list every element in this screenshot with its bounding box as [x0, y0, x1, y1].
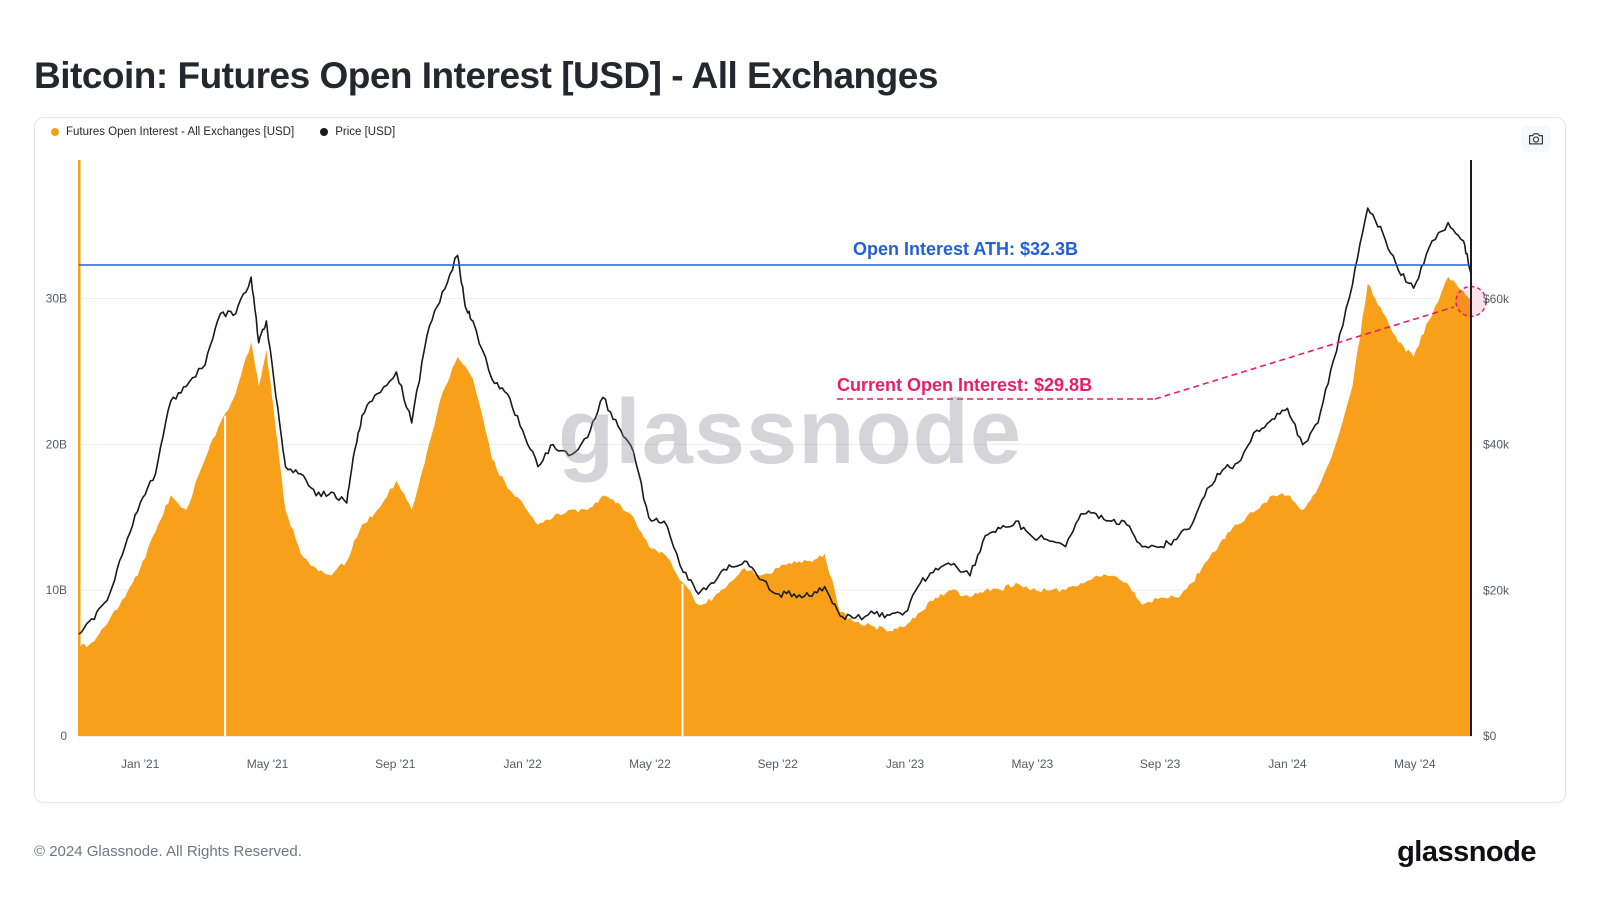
left-axis-tick: 10B: [46, 583, 67, 597]
x-axis-tick: Jan '23: [886, 757, 925, 771]
legend-swatch-open-interest: [51, 128, 59, 136]
x-axis-tick: May '22: [629, 757, 671, 771]
legend-item-price[interactable]: Price [USD]: [320, 126, 395, 138]
x-axis-tick: May '23: [1012, 757, 1054, 771]
ath-annotation-label: Open Interest ATH: $32.3B: [853, 239, 1078, 259]
x-axis-tick: Jan '24: [1268, 757, 1307, 771]
legend-item-open-interest[interactable]: Futures Open Interest - All Exchanges [U…: [51, 126, 294, 138]
x-axis-tick: Jan '21: [121, 757, 160, 771]
x-axis-tick: Sep '22: [758, 757, 799, 771]
current-annotation-label: Current Open Interest: $29.8B: [837, 375, 1092, 395]
screenshot-button[interactable]: [1521, 126, 1551, 152]
legend-label-price: Price [USD]: [335, 126, 396, 138]
data-gap: [681, 583, 684, 736]
right-axis-tick: $0: [1483, 729, 1497, 743]
current-annotation-pointer: [1154, 306, 1455, 400]
left-axis-tick: 0: [60, 729, 67, 743]
legend-swatch-price: [320, 128, 329, 136]
x-axis-tick: May '21: [247, 757, 289, 771]
x-axis-tick: Sep '23: [1140, 757, 1181, 771]
legend-label-open-interest: Futures Open Interest - All Exchanges [U…: [66, 126, 295, 138]
right-axis-tick: $20k: [1483, 583, 1510, 597]
chart-plot-area[interactable]: 0 10B 20B 30B $0 $20k $40k $60k Jan '21 May '21 Se…: [35, 118, 1565, 800]
data-gap: [224, 415, 227, 736]
page-title: Bitcoin: Futures Open Interest [USD] - A…: [34, 54, 938, 96]
price-line-series[interactable]: [78, 207, 1472, 635]
area-left-edge: [78, 160, 81, 736]
right-axis-tick: $40k: [1483, 438, 1510, 452]
x-axis-tick: Jan '22: [503, 757, 542, 771]
x-axis-tick: Sep '21: [375, 757, 416, 771]
left-axis-tick: 20B: [46, 437, 67, 451]
camera-icon: [1528, 133, 1544, 145]
x-axis-tick: May '24: [1394, 757, 1436, 771]
footer-copyright: © 2024 Glassnode. All Rights Reserved.: [34, 843, 302, 860]
chart-card: Futures Open Interest - All Exchanges [U…: [34, 117, 1566, 803]
open-interest-area-series[interactable]: [79, 276, 1471, 736]
right-axis-tick: $60k: [1483, 292, 1510, 306]
left-axis-tick: 30B: [46, 292, 67, 306]
legend: Futures Open Interest - All Exchanges [U…: [51, 126, 395, 138]
glassnode-logo: glassnode: [1397, 836, 1536, 868]
